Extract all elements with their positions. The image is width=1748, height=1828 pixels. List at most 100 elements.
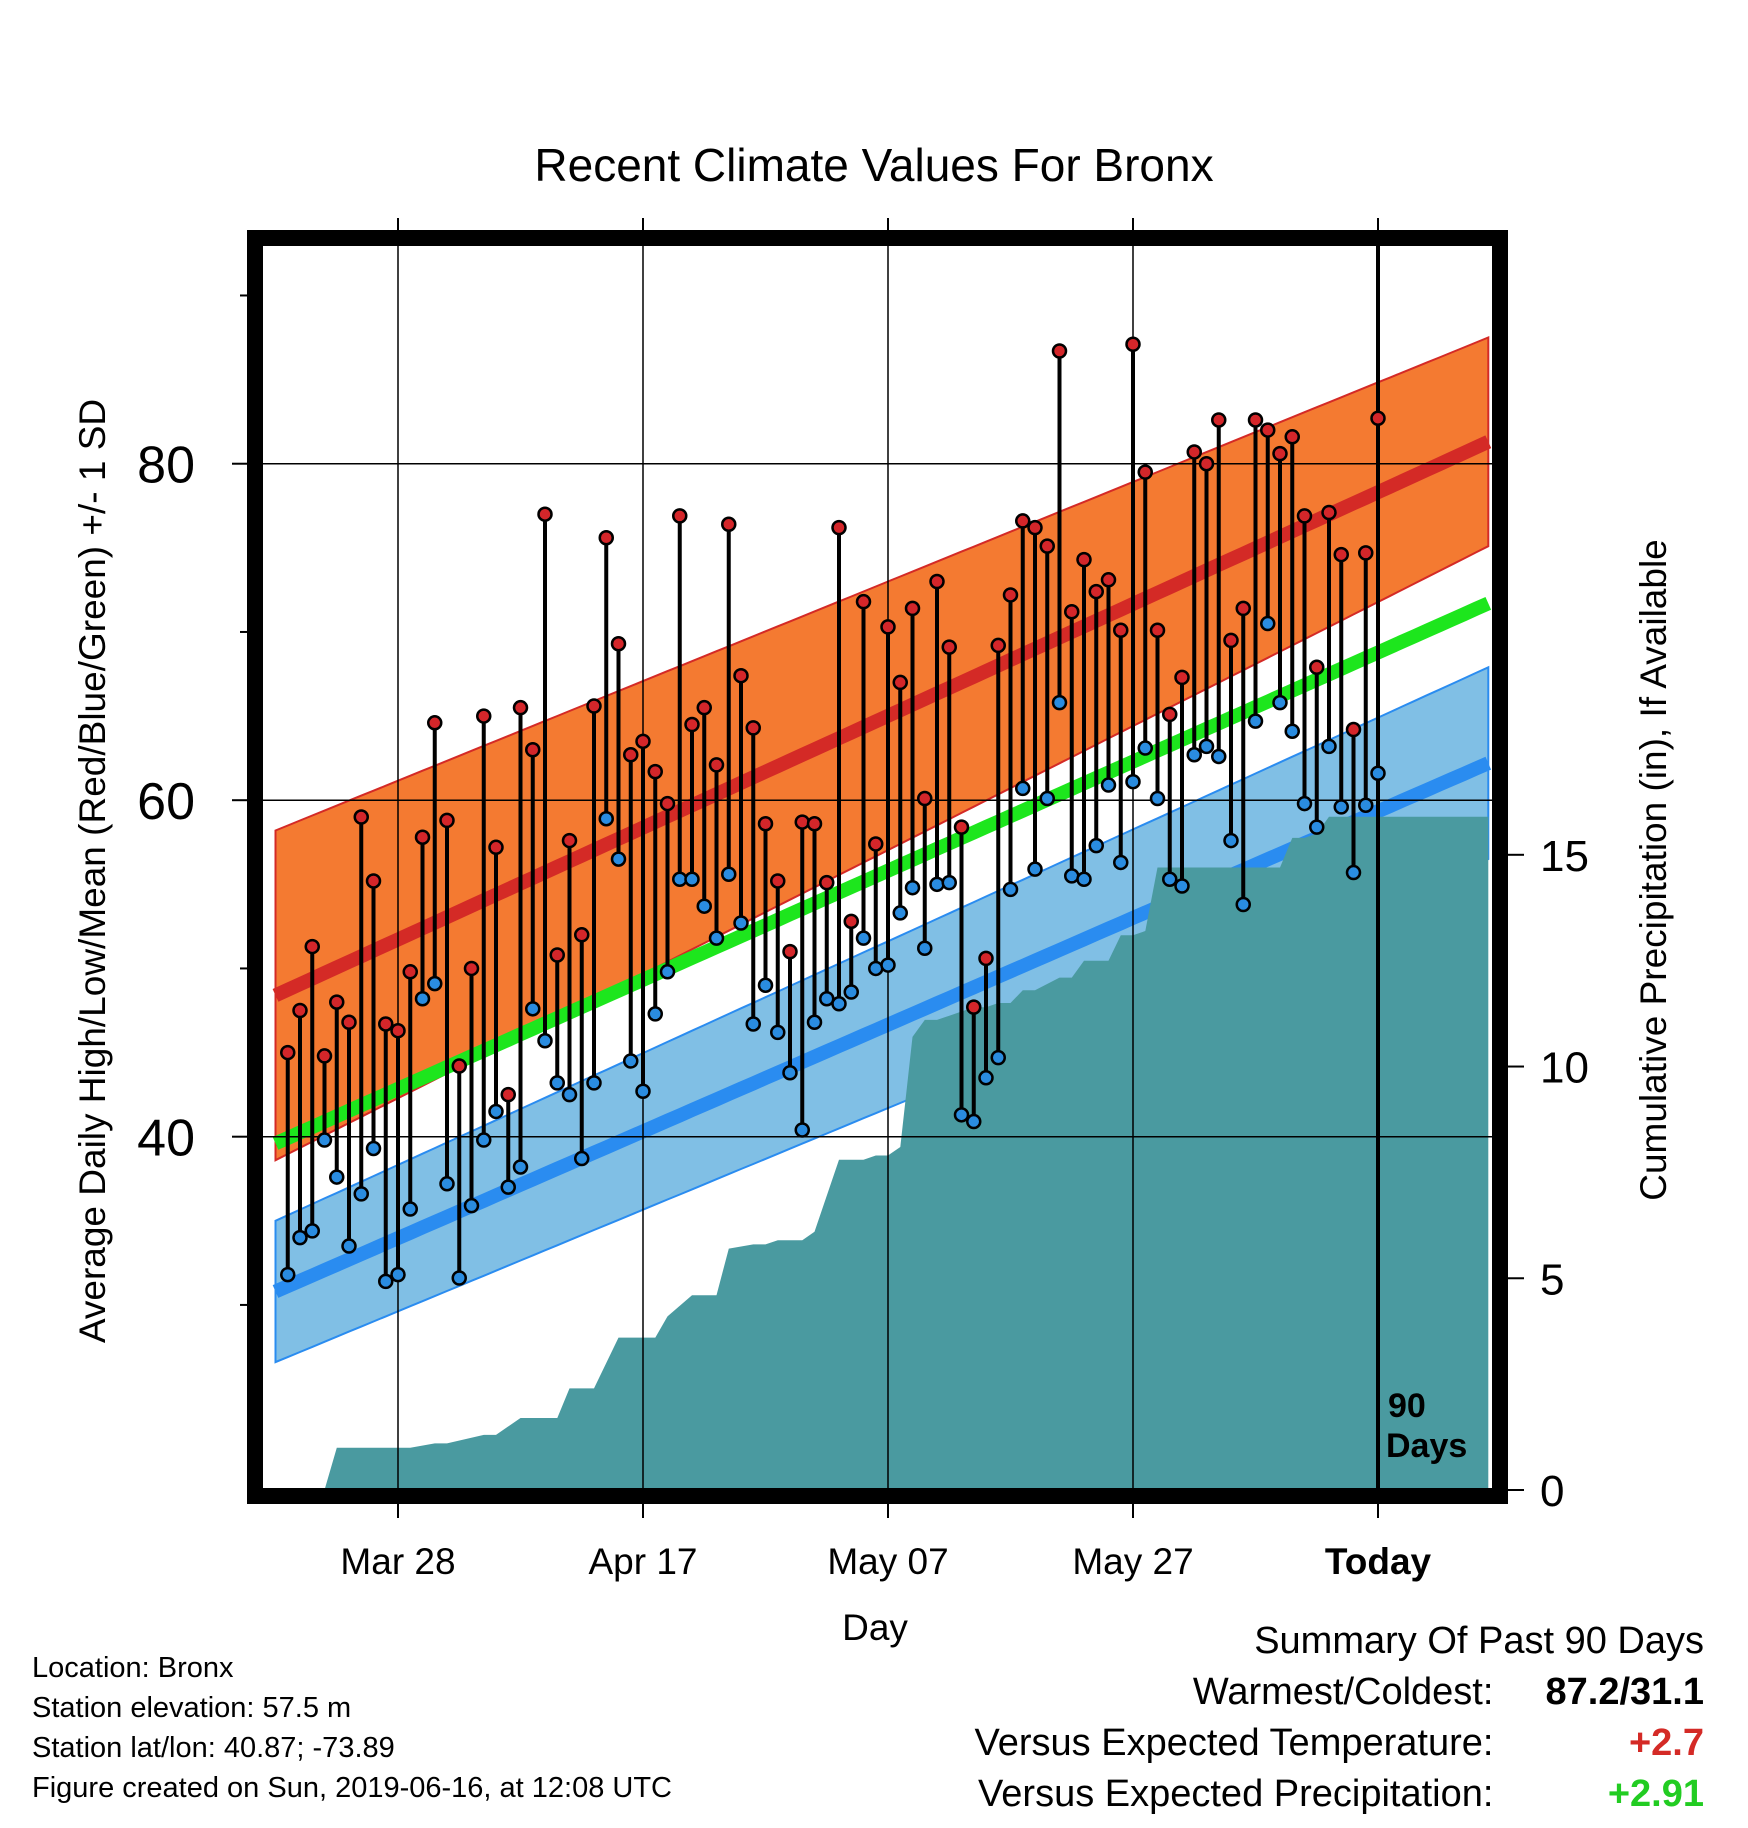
- y2-tick-label: 15: [1540, 832, 1589, 881]
- daily-high-point: [1100, 572, 1117, 588]
- x-tick-label: Mar 28: [340, 1541, 455, 1582]
- daily-high-point: [598, 529, 614, 546]
- daily-high-point: [1345, 721, 1362, 738]
- daily-low-point: [806, 1014, 823, 1031]
- daily-low-point: [659, 964, 676, 980]
- daily-low-point: [402, 1201, 418, 1217]
- daily-high-point: [868, 836, 884, 852]
- daily-high-point: [1284, 429, 1300, 445]
- daily-high-point: [1260, 422, 1276, 438]
- daily-low-point: [1137, 740, 1153, 756]
- warm-cold-label: Warmest/Coldest:: [1192, 1671, 1494, 1713]
- daily-high-point: [880, 619, 896, 635]
- daily-low-point: [745, 1016, 761, 1032]
- today-days-word: Days: [1386, 1427, 1467, 1465]
- daily-low-point: [329, 1169, 345, 1185]
- avg-mean-line: [272, 596, 1492, 1150]
- daily-low-point: [1076, 871, 1092, 888]
- daily-high-point: [292, 1002, 308, 1019]
- daily-high-point: [770, 873, 786, 889]
- daily-high-point: [451, 1058, 467, 1074]
- precip-label: Versus Expected Precipitation:: [978, 1773, 1494, 1815]
- daily-low-point: [292, 1229, 308, 1246]
- daily-high-point: [1064, 604, 1080, 620]
- daily-low-point: [696, 898, 712, 914]
- daily-low-point: [561, 1086, 578, 1103]
- daily-low-point: [353, 1186, 369, 1202]
- daily-high-point: [782, 943, 798, 960]
- daily-low-point: [1149, 790, 1166, 807]
- daily-low-point: [365, 1140, 382, 1157]
- daily-high-point: [586, 698, 602, 714]
- daily-low-point: [868, 960, 884, 977]
- daily-high-point: [696, 699, 712, 716]
- daily-high-point: [1125, 336, 1141, 353]
- daily-high-point: [1198, 455, 1215, 472]
- daily-high-point: [953, 819, 970, 835]
- plot-frame: [247, 230, 1508, 1504]
- precip-value: +2.91: [1607, 1773, 1704, 1815]
- daily-high-point: [574, 927, 590, 943]
- daily-low-point: [1260, 615, 1276, 632]
- daily-high-point: [390, 1022, 406, 1039]
- daily-low-point: [1186, 747, 1202, 763]
- daily-low-point: [1223, 832, 1239, 849]
- daily-low-point: [414, 990, 431, 1007]
- daily-low-point: [537, 1033, 553, 1049]
- chart-title: Recent Climate Values For Bronx: [534, 139, 1214, 191]
- daily-high-point: [1039, 538, 1055, 554]
- daily-low-point: [966, 1113, 982, 1130]
- daily-high-point: [1076, 551, 1092, 568]
- daily-high-point: [341, 1014, 357, 1031]
- daily-high-point: [659, 795, 676, 812]
- daily-high-point: [610, 635, 627, 652]
- daily-low-point: [647, 1006, 663, 1022]
- daily-high-point: [1162, 706, 1178, 723]
- daily-low-point: [1321, 738, 1337, 755]
- y-tick-label: 60: [137, 773, 195, 831]
- daily-low-point: [708, 930, 725, 946]
- daily-low-point: [1247, 713, 1264, 729]
- daily-low-point: [1296, 795, 1313, 812]
- x-tick-label: May 27: [1072, 1541, 1193, 1582]
- daily-high-point: [439, 812, 455, 829]
- daily-low-point: [757, 977, 774, 994]
- y-tick-label: 40: [137, 1110, 195, 1168]
- x-tick-label: May 07: [827, 1541, 948, 1582]
- daily-high-point: [708, 757, 725, 773]
- precip-area: [287, 816, 1489, 1490]
- daily-high-point: [304, 938, 320, 955]
- daily-high-point: [1235, 600, 1251, 617]
- temp-value: +2.7: [1628, 1722, 1704, 1764]
- daily-low-point: [1198, 738, 1215, 755]
- y2-tick-label: 10: [1540, 1044, 1589, 1093]
- daily-high-point: [427, 715, 443, 731]
- daily-low-point: [439, 1176, 455, 1192]
- daily-high-point: [1137, 464, 1153, 480]
- daily-high-point: [978, 950, 994, 967]
- daily-high-point: [1247, 412, 1264, 428]
- daily-high-point: [855, 593, 872, 610]
- daily-high-point: [525, 741, 541, 758]
- daily-high-point: [365, 873, 382, 889]
- daily-high-point: [990, 637, 1006, 654]
- daily-low-point: [1358, 797, 1374, 813]
- daily-high-point: [1002, 587, 1019, 603]
- daily-high-point: [917, 790, 933, 807]
- daily-high-point: [1088, 583, 1104, 600]
- daily-high-point: [1296, 508, 1313, 524]
- daily-high-point: [733, 667, 749, 684]
- daily-low-point: [304, 1223, 320, 1239]
- summary-panel: Summary Of Past 90 Days Warmest/Coldest:…: [975, 1616, 1704, 1820]
- daily-low-point: [1370, 765, 1386, 782]
- daily-low-point: [794, 1122, 810, 1138]
- elevation-text: Station elevation: 57.5 m: [32, 1692, 352, 1724]
- daily-low-point: [1027, 861, 1043, 877]
- daily-low-point: [280, 1266, 296, 1283]
- daily-low-point: [782, 1065, 798, 1081]
- daily-high-point: [831, 519, 847, 536]
- daily-high-point: [1370, 410, 1386, 427]
- summary-row-precip: Versus Expected Precipitation: +2.91: [975, 1769, 1704, 1820]
- daily-low-point: [880, 957, 896, 973]
- daily-high-point: [672, 508, 688, 524]
